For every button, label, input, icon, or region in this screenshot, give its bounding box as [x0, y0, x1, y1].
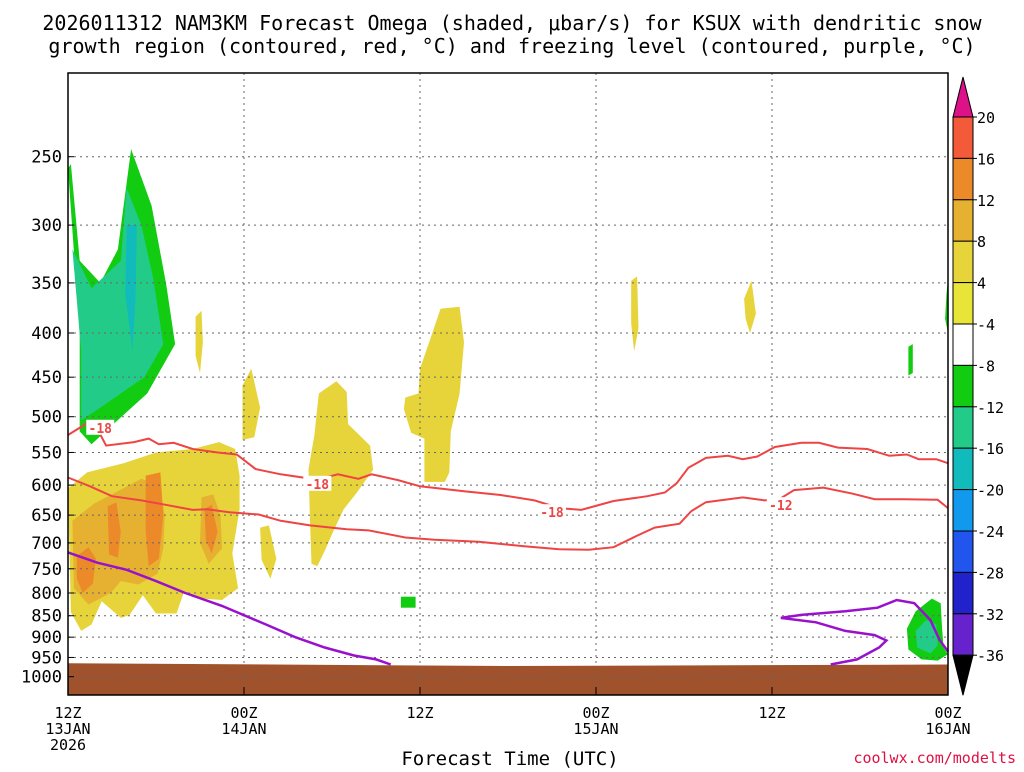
contour-label: -18	[89, 422, 113, 437]
x-tick-label: 00Z	[582, 704, 609, 722]
colorbar-label: -8	[977, 357, 995, 375]
y-tick-label-900: 900	[31, 628, 62, 648]
colorbar-label: -36	[977, 647, 1004, 665]
colorbar-swatch	[952, 447, 974, 491]
colorbar-label: 16	[977, 150, 995, 168]
x-tick-label: 12Z	[54, 704, 81, 722]
omega-region-3	[125, 225, 137, 352]
omega-region-13	[260, 525, 277, 579]
omega-region-14	[308, 381, 374, 567]
colorbar-label: -32	[977, 606, 1004, 624]
y-tick-label-800: 800	[31, 584, 62, 604]
credit-text: coolwx.com/modelts	[853, 749, 1016, 767]
y-tick-label-950: 950	[31, 648, 62, 668]
colorbar-label: 20	[977, 109, 995, 127]
contour-label-bg	[766, 497, 795, 513]
y-tick-label-250: 250	[31, 148, 62, 168]
y-tick-label-450: 450	[31, 368, 62, 388]
omega-region-17	[744, 280, 756, 333]
contours: -18 -18 -18 -12	[67, 419, 950, 666]
colorbar-swatch	[952, 116, 974, 159]
y-tick-label-300: 300	[31, 216, 62, 236]
plot-frame	[67, 72, 949, 696]
colorbar-label: 4	[977, 275, 986, 293]
colorbar-bottom-arrow	[952, 654, 974, 696]
y-tick-label-500: 500	[31, 408, 62, 428]
colorbar-swatch	[952, 240, 974, 284]
x-tick-label: 15JAN	[573, 720, 618, 738]
colorbar-label: 8	[977, 233, 986, 251]
colorbar-swatch	[952, 489, 974, 532]
y-tick-label-750: 750	[31, 560, 62, 580]
colorbar-label: -4	[977, 316, 995, 334]
contour-label: -12	[769, 499, 792, 514]
plot-area	[68, 73, 948, 695]
x-tick-label: 12Z	[758, 704, 785, 722]
omega-region-11	[195, 310, 203, 373]
contour-label: -18	[540, 506, 564, 521]
colorbar-label: -20	[977, 482, 1004, 500]
colorbar-swatch	[952, 323, 974, 366]
contour-label: -18	[306, 478, 330, 493]
colorbar-swatch	[952, 406, 974, 449]
chart-title-line1: 2026011312 NAM3KM Forecast Omega (shaded…	[42, 11, 982, 35]
y-tick-label-700: 700	[31, 534, 62, 554]
ground-fill	[68, 663, 948, 695]
omega-region-8	[107, 502, 121, 558]
freezing-contour-3	[780, 616, 889, 666]
colorbar-label: 12	[977, 192, 995, 210]
omega-region-12	[242, 368, 261, 440]
omega-region-7	[76, 547, 96, 593]
x-tick-label: 16JAN	[925, 720, 970, 738]
colorbar-swatch	[952, 364, 974, 408]
colorbar-label: -28	[977, 564, 1004, 582]
colorbar-swatch	[952, 530, 974, 573]
axes: 2503003504004505005506006507007508008509…	[21, 148, 971, 754]
colorbar-swatch	[952, 613, 974, 656]
colorbar-label: -12	[977, 399, 1004, 417]
contour-label-bg	[303, 475, 332, 491]
y-tick-label-350: 350	[31, 274, 62, 294]
dendritic-contour-2	[67, 476, 949, 551]
y-tick-label-550: 550	[31, 443, 62, 463]
freezing-contour-1	[67, 551, 392, 666]
y-tick-label-1000: 1000	[21, 668, 62, 688]
y-tick-label-850: 850	[31, 607, 62, 627]
y-tick-label-400: 400	[31, 324, 62, 344]
colorbar-swatch	[952, 571, 974, 615]
x-tick-label: 12Z	[406, 704, 433, 722]
colorbar-swatch	[952, 199, 974, 242]
omega-region-10	[204, 504, 218, 554]
chart-title-line2: growth region (contoured, red, °C) and f…	[48, 34, 975, 58]
dendritic-contour-1	[67, 419, 949, 511]
contour-label-bg	[538, 504, 566, 520]
x-tick-label: 14JAN	[221, 720, 266, 738]
colorbar-top-arrow	[952, 76, 974, 118]
x-axis-label: Forecast Time (UTC)	[401, 748, 618, 768]
colorbar-label: -24	[977, 523, 1004, 541]
x-tick-label: 00Z	[934, 704, 961, 722]
freezing-contour-2	[780, 598, 950, 653]
omega-region-19	[908, 344, 913, 376]
colorbar-label: -16	[977, 440, 1004, 458]
omega-region-18	[400, 596, 416, 608]
colorbar-swatch	[952, 282, 974, 325]
x-tick-label: 13JAN	[45, 720, 90, 738]
x-tick-label: 2026	[50, 736, 86, 754]
y-tick-label-600: 600	[31, 476, 62, 496]
y-tick-label-650: 650	[31, 506, 62, 526]
colorbar: 20 16 12 8 4 -4 -8 -12 -16 -20 -24 -28 -32 -36	[952, 76, 1004, 696]
colorbar-swatch	[952, 157, 974, 201]
contour-label-bg	[86, 419, 115, 435]
omega-region-2	[72, 188, 164, 421]
x-tick-label: 00Z	[230, 704, 257, 722]
omega-region-15	[403, 306, 464, 482]
